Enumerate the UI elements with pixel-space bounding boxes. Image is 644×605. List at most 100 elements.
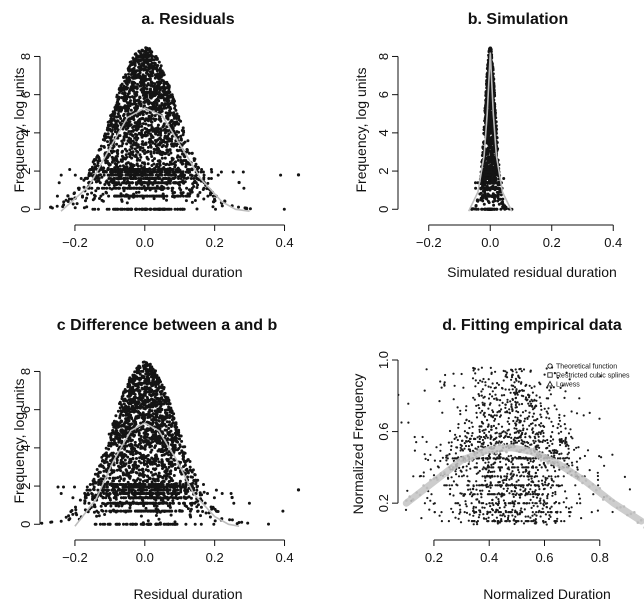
panel-a-data-point — [174, 173, 178, 177]
panel-a-data-point — [168, 138, 171, 141]
panel-a-data-point — [116, 207, 120, 211]
panel-a-data-point — [106, 123, 110, 127]
panel-a-data-point — [157, 90, 161, 94]
panel-b-data-point — [484, 207, 488, 211]
panel-a-data-point — [109, 114, 113, 118]
panel-a-data-point — [98, 197, 101, 200]
panel-a-data-point — [2, 208, 5, 211]
panel-a-x-tick-label: −0.2 — [62, 235, 88, 250]
panel-a-data-point — [171, 173, 175, 177]
panel-a-data-point — [145, 71, 149, 75]
panel-a-data-point — [147, 179, 151, 183]
panel-b-data-point — [488, 170, 491, 174]
panel-a-data-point — [153, 114, 157, 118]
panel-a-y-tick-label: 6 — [18, 91, 33, 98]
panel-a-data-point — [188, 170, 192, 174]
panel-c-data-point — [119, 458, 123, 462]
panel-a-data-point — [158, 93, 162, 97]
panel-a-data-point — [124, 73, 128, 77]
panel-a-data-point — [153, 177, 156, 180]
panel-c-data-point — [164, 465, 168, 469]
panel-c-data-point — [246, 521, 250, 525]
panel-a-data-point — [149, 152, 153, 156]
panel-c-data-point — [117, 464, 120, 468]
panel-a-data-point — [138, 153, 142, 157]
panel-a-data-point — [130, 207, 134, 211]
panel-a-data-point — [120, 139, 124, 143]
panel-a-data-point — [135, 128, 139, 132]
panel-a-data-point — [129, 99, 132, 103]
panel-c-data-point — [214, 488, 218, 492]
panel-b-data-point — [473, 207, 477, 211]
panel-b-fit-curve — [467, 52, 513, 212]
panel-a-data-point — [144, 168, 148, 171]
panel-a-data-point — [156, 128, 160, 132]
panel-a-data-point — [173, 106, 177, 110]
panel-c-data-point — [118, 416, 122, 420]
panel-a-data-point — [76, 186, 80, 190]
panel-a-data-point — [151, 106, 155, 110]
panel-c-data-point — [229, 492, 233, 495]
panel-a-data-point — [196, 194, 200, 198]
panel-a-data-point — [152, 117, 155, 121]
panel-c-data-point — [109, 468, 113, 472]
panel-c-data-point — [198, 493, 202, 497]
panel-a-data-point — [173, 120, 177, 124]
panel-a-data-point — [147, 102, 151, 106]
panel-a-data-point — [127, 65, 131, 69]
panel-a-data-point — [174, 108, 178, 112]
panel-a-data-point — [126, 171, 130, 175]
panel-a-data-point — [144, 51, 148, 55]
panel-a-data-point — [143, 177, 147, 180]
panel-b-data-point — [490, 135, 494, 139]
panel-a-data-point — [159, 138, 163, 141]
panel-a-data-point — [147, 74, 151, 78]
panel-a-data-point — [173, 181, 177, 185]
panel-a-data-point — [168, 173, 172, 177]
panel-a-data-point — [109, 117, 113, 121]
panel-a-data-point — [200, 168, 204, 171]
panel-a-data-point — [103, 138, 107, 142]
panel-a-data-point — [89, 172, 93, 176]
panel-a-data-point — [167, 99, 171, 103]
panel-a-data-point — [166, 115, 170, 119]
panel-a-data-point — [245, 207, 249, 211]
panel-a-data-point — [144, 65, 148, 69]
panel-a-data-point — [137, 62, 141, 66]
panel-a-data-point — [144, 122, 148, 126]
panel-a-data-point — [102, 145, 106, 148]
panel-a-data-point — [158, 130, 162, 134]
panel-b-data-point — [486, 168, 490, 171]
panel-a-data-point — [148, 50, 152, 54]
panel-a-data-point — [123, 170, 127, 174]
panel-a-data-point — [162, 84, 166, 88]
panel-a-data-point — [149, 62, 153, 66]
panel-a-data-point — [138, 67, 142, 71]
panel-b-y-tick-label: 2 — [376, 167, 391, 174]
panel-a-data-point — [202, 173, 206, 177]
panel-a-data-point — [181, 126, 185, 130]
panel-b-y-tick-label: 8 — [376, 53, 391, 60]
panel-b-data-point — [498, 190, 501, 194]
panel-a-data-point — [140, 79, 144, 83]
panel-a-data-point — [182, 141, 186, 145]
panel-a-data-point — [127, 72, 130, 76]
panel-c-data-point — [125, 522, 129, 526]
panel-a-data-point — [133, 147, 137, 151]
panel-c-x-tick-label: 0.4 — [275, 550, 293, 565]
panel-a-data-point — [138, 96, 142, 100]
panel-c-data-point — [195, 488, 199, 492]
panel-a-data-point — [131, 194, 135, 198]
panel-c-data-point — [141, 467, 145, 471]
panel-b-data-point — [492, 168, 496, 171]
panel-a-data-point — [161, 125, 165, 129]
panel-a-data-point — [190, 186, 194, 190]
panel-a-data-point — [81, 195, 84, 199]
panel-a-data-point — [143, 148, 146, 152]
panel-b-data-point — [488, 164, 492, 168]
panel-a-data-point — [165, 140, 169, 144]
panel-a-data-point — [117, 144, 121, 148]
panel-c-data-point — [107, 432, 111, 436]
panel-c-data-point — [129, 452, 133, 456]
panel-a-data-point — [150, 140, 154, 144]
